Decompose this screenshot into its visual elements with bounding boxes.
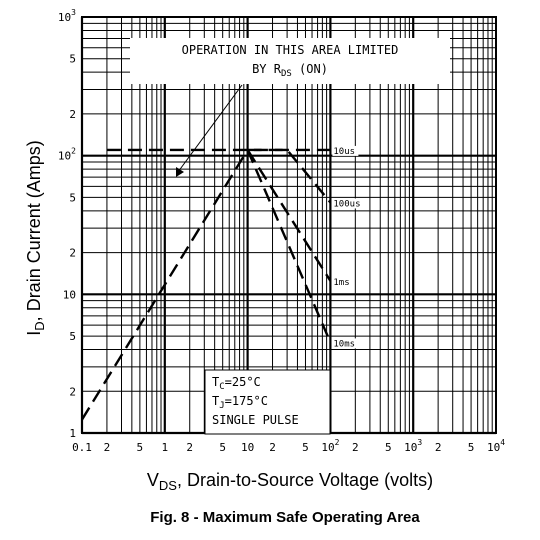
series-line-100us	[247, 148, 332, 204]
conditions-box-frame	[204, 369, 331, 435]
y-tick-label: 2	[69, 247, 76, 260]
series-line-1ms	[246, 149, 332, 282]
rds-note-background	[130, 38, 450, 84]
y-tick-label: 2	[69, 385, 76, 398]
series-label-bg-100us	[332, 198, 365, 209]
series-label-1ms: 1ms	[333, 278, 349, 288]
x-tick-label: 2	[104, 441, 111, 454]
figure-caption: Fig. 8 - Maximum Safe Operating Area	[150, 509, 420, 526]
chart-grid	[80, 16, 497, 435]
y-tick-label: 2	[69, 108, 76, 121]
rds-arrow-shaft	[177, 84, 243, 173]
series-label-100us: 100us	[333, 199, 360, 209]
x-tick-label: 5	[219, 441, 226, 454]
x-tick-label: 5	[137, 441, 144, 454]
conditions-box: TC=25°C TJ=175°C SINGLE PULSE	[204, 369, 331, 435]
rds-arrow	[176, 84, 243, 177]
x-tick-label: 2	[352, 441, 359, 454]
rds-note-line1: OPERATION IN THIS AREA LIMITED	[182, 43, 399, 57]
x-axis-label: VDS, Drain-to-Source Voltage (volts)	[147, 470, 433, 493]
x-tick-label: 1	[161, 441, 168, 454]
series-label-10us: 10us	[333, 147, 355, 157]
x-tick-label: 2	[435, 441, 442, 454]
rds-note-line2: BY RDS (ON)	[252, 62, 328, 79]
series-label-bg-10ms	[332, 338, 359, 349]
series-label-10ms: 10ms	[333, 339, 355, 349]
condition-tj: TJ=175°C	[212, 394, 268, 411]
condition-single-pulse: SINGLE PULSE	[212, 413, 299, 427]
series-line-10ms	[246, 149, 332, 343]
x-tick-label: 2	[269, 441, 276, 454]
y-tick-label: 5	[69, 191, 76, 204]
rds-limit-note: OPERATION IN THIS AREA LIMITED BY RDS (O…	[130, 38, 450, 84]
y-tick-label: 5	[69, 53, 76, 66]
condition-tc: TC=25°C	[212, 375, 261, 392]
rds-limit-line	[80, 149, 249, 421]
x-tick-label: 5	[302, 441, 309, 454]
y-tick-label: 10	[63, 288, 76, 301]
y-axis-label: ID, Drain Current (Amps)	[24, 140, 47, 335]
rds-arrow-head	[176, 167, 184, 177]
x-tick-label: 5	[385, 441, 392, 454]
x-tick-label: 10	[241, 441, 254, 454]
y-tick-label: 1	[69, 427, 76, 440]
y-tick-label: 5	[69, 330, 76, 343]
series-label-bg-1ms	[332, 276, 353, 287]
series-label-bg-10us	[332, 145, 359, 156]
x-tick-label: 0.1	[72, 441, 92, 454]
x-tick-label: 2	[186, 441, 193, 454]
chart-series: 10us 100us 1ms 10ms	[80, 145, 365, 421]
x-tick-label: 5	[468, 441, 475, 454]
